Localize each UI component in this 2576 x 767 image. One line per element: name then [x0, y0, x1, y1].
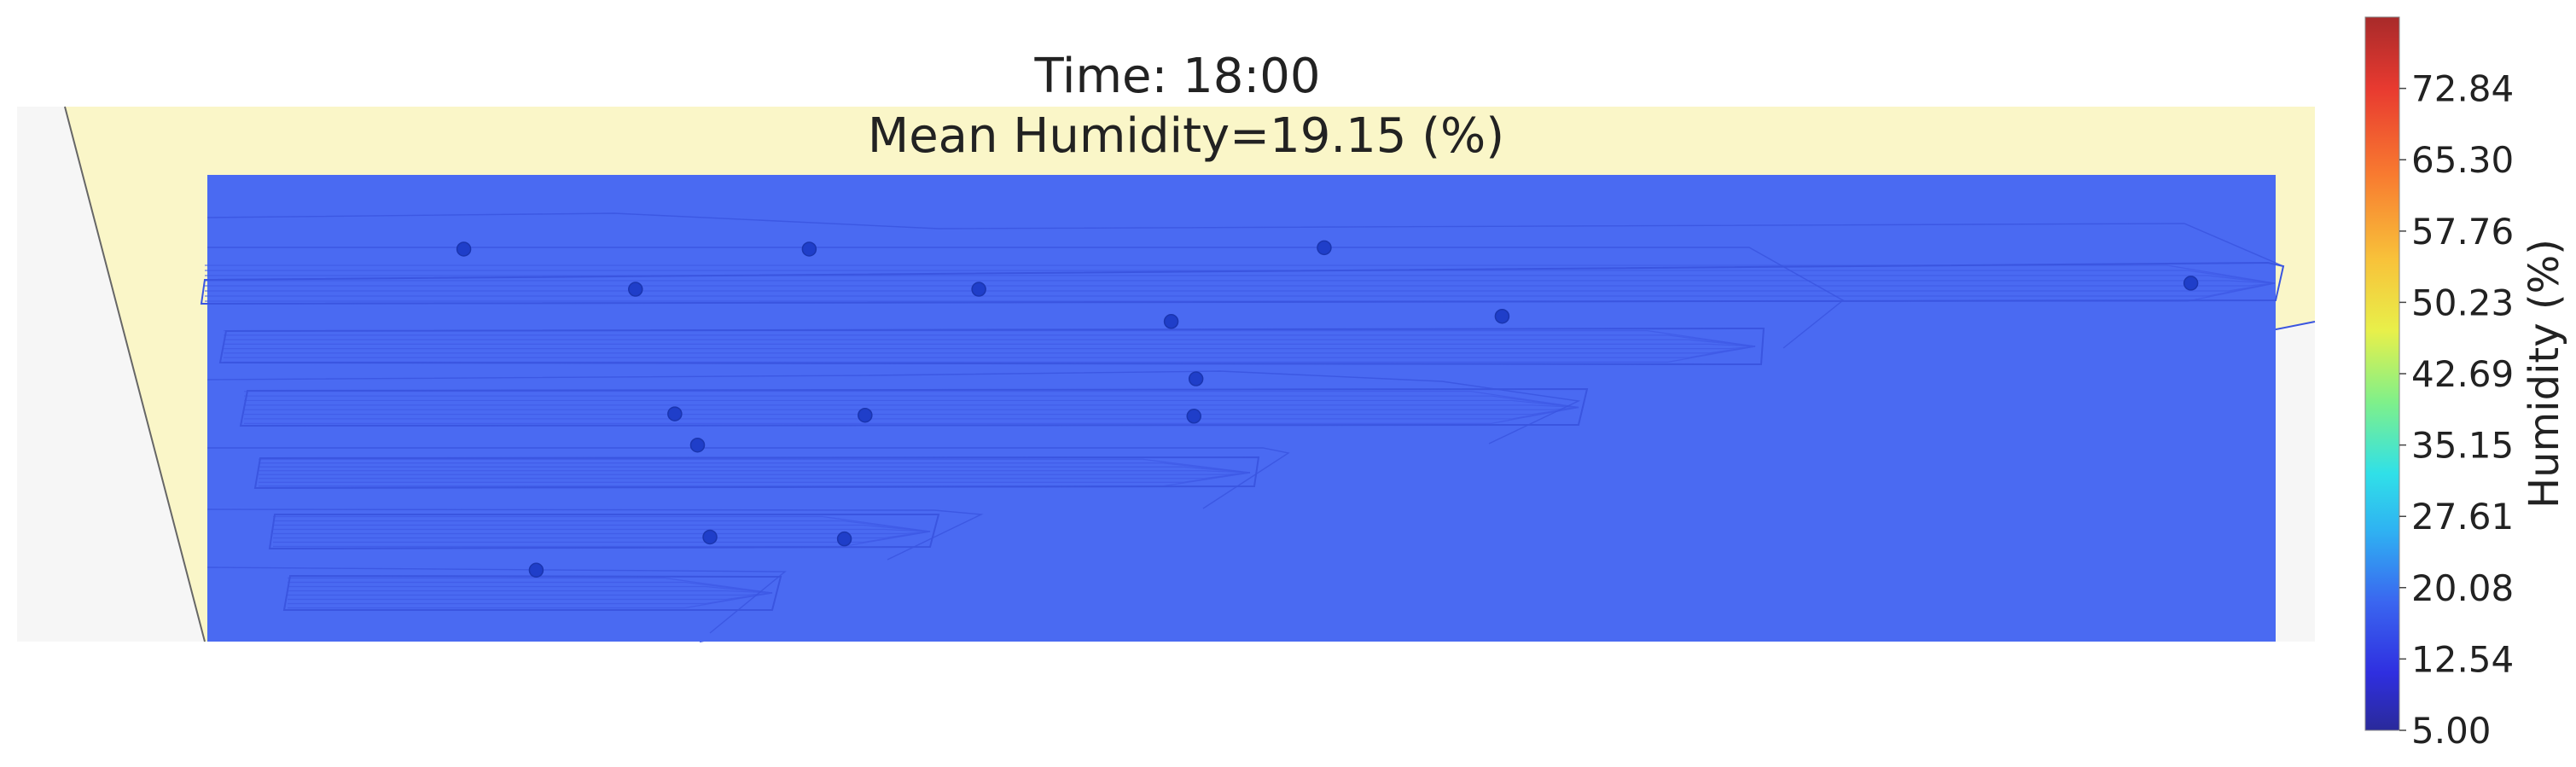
contour-line [224, 334, 1756, 347]
contour-line [259, 466, 1251, 474]
contour-line [206, 508, 984, 561]
sensor-point [836, 531, 852, 547]
sensor-point [2183, 276, 2199, 291]
shelf-outline [200, 261, 2285, 305]
contour-line [273, 528, 931, 532]
contour-line [205, 280, 2276, 284]
contour-line [259, 462, 1251, 474]
shelf-outline [239, 387, 1589, 427]
contour-line [206, 212, 2284, 267]
contour-line [207, 247, 1845, 349]
colorbar-tick-label: 35.15 [2411, 425, 2514, 467]
colorbar-tick-label: 42.69 [2411, 353, 2514, 395]
humidity-field [207, 175, 2276, 642]
colorbar-tick-label: 20.08 [2411, 567, 2514, 609]
colorbar-tick-label: 65.30 [2411, 139, 2514, 181]
contour-line [244, 406, 1579, 424]
contour-line [205, 270, 2276, 284]
contour-line [205, 275, 2276, 284]
contour-line [273, 515, 931, 532]
sensor-point [1186, 409, 1201, 424]
shelf-outline [268, 514, 940, 550]
contour-line [259, 470, 1251, 474]
colorbar-tick-label: 50.23 [2411, 282, 2514, 323]
contour-line [244, 391, 1579, 409]
colorbar-tick-label: 5.00 [2411, 710, 2492, 752]
colorbar-ticks: 5.00 12.54 20.08 27.61 35.15 42.69 50.23 57.76 6… [2399, 68, 2514, 752]
shelf-outline [218, 327, 1765, 366]
sensor-point [689, 437, 706, 453]
room-left-wall-line [64, 106, 206, 642]
shelf-outline [282, 574, 782, 611]
sensor-point [971, 282, 986, 297]
contour-line [273, 520, 931, 532]
sensor-point [628, 282, 643, 297]
sensor-point [1163, 314, 1179, 329]
contour-line [206, 567, 787, 634]
contour-line [288, 592, 773, 609]
contour-line [288, 581, 773, 594]
chart-title-mean-humidity: Mean Humidity=19.15 (%) [868, 108, 1504, 164]
colorbar-tick-label: 12.54 [2411, 638, 2514, 680]
sensor-point [1188, 371, 1204, 386]
colorbar-tick-label: 72.84 [2411, 68, 2514, 110]
sensor-point [858, 407, 873, 423]
contour-line [288, 577, 773, 594]
contour-line [206, 370, 1581, 445]
sensor-point [801, 241, 817, 257]
shelf-outlines [200, 261, 2285, 611]
sensor-point [1494, 308, 1510, 324]
sensor-point [456, 241, 472, 257]
contour-line [244, 404, 1579, 409]
contour-line [224, 346, 1756, 363]
contour-line [259, 458, 1251, 474]
chart-title-time: Time: 18:00 [1033, 49, 1320, 104]
colorbar-tick-label: 27.61 [2411, 496, 2514, 537]
contour-line [273, 524, 931, 532]
contour-line [244, 395, 1579, 409]
contour-line [288, 585, 773, 594]
sensor-point [702, 529, 718, 545]
colorbar-tick-label: 57.76 [2411, 211, 2514, 253]
contour-line [244, 399, 1579, 409]
shelf-outline [253, 456, 1260, 490]
contour-line [224, 343, 1756, 347]
sensor-point [528, 562, 544, 578]
colorbar-label: Humidity (%) [2521, 239, 2568, 508]
contour-line [205, 264, 2276, 284]
colorbar [2364, 16, 2400, 731]
contour-line [224, 339, 1756, 347]
sensor-points [456, 240, 2199, 578]
contour-line [207, 447, 1290, 509]
contour-line [288, 590, 773, 594]
sensor-point [667, 406, 683, 421]
contour-line [205, 282, 2276, 287]
sensor-point [1317, 240, 1332, 256]
